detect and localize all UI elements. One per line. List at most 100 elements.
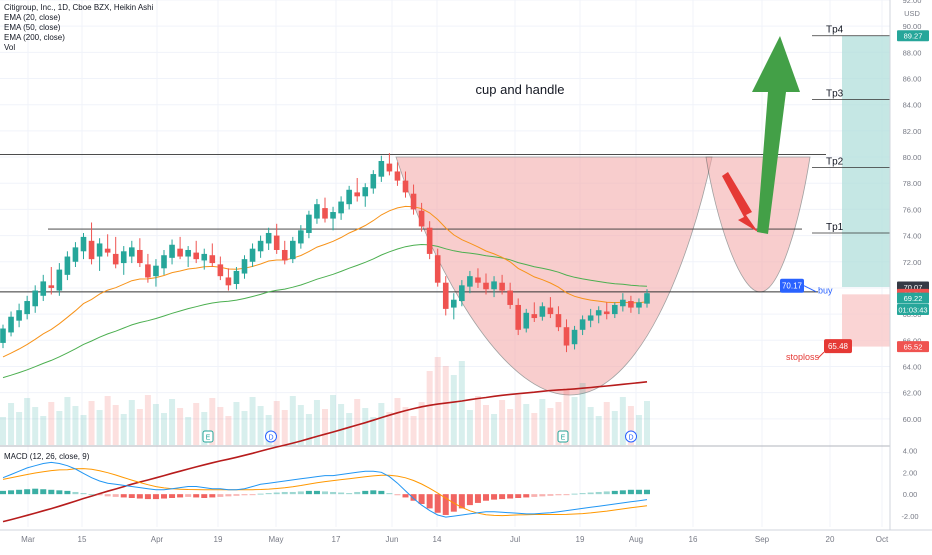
candle-body: [306, 214, 312, 233]
candle: [80, 232, 87, 260]
price-tick-label: 82.00: [903, 127, 922, 136]
macd-tick-label: -2.00: [901, 512, 918, 521]
red-arrow: [722, 172, 758, 232]
candle-body: [563, 327, 570, 346]
candle: [459, 280, 465, 307]
macd-histogram-bar: [193, 494, 200, 498]
candle: [539, 302, 546, 321]
ema50-legend[interactable]: EMA (50, close): [4, 23, 61, 32]
earnings-marker-letter: E: [561, 435, 566, 442]
candle: [410, 184, 417, 215]
symbol-title[interactable]: Citigroup, Inc., 1D, Cboe BZX, Heikin As…: [4, 3, 154, 12]
volume-bar: [507, 409, 514, 445]
volume-bar: [80, 415, 87, 445]
ema20-legend[interactable]: EMA (20, close): [4, 13, 61, 22]
volume-bar: [313, 400, 320, 445]
volume-bar: [177, 408, 184, 445]
candle: [386, 153, 393, 176]
volume-bar: [499, 400, 506, 445]
candle: [249, 243, 256, 267]
candle: [72, 242, 79, 267]
macd-histogram-bar: [644, 489, 650, 495]
candle: [547, 297, 554, 319]
macd-histogram-bar: [201, 494, 208, 498]
volume-bar: [370, 417, 377, 445]
time-tick-label: May: [268, 535, 283, 544]
candle: [451, 293, 457, 320]
volume-bar: [289, 396, 296, 445]
price-tick-label: 88.00: [903, 48, 922, 57]
macd-tick-label: 2.00: [903, 468, 918, 477]
buy-label: buy: [818, 286, 833, 296]
volume-legend[interactable]: Vol: [4, 43, 16, 52]
macd-histogram-bar: [0, 490, 6, 495]
macd-histogram-bar: [547, 494, 554, 496]
macd-tick-label: 0.00: [903, 490, 918, 499]
volume-bar: [249, 397, 256, 445]
macd-histogram-bar: [442, 494, 449, 515]
price-badge: [897, 341, 929, 353]
macd-histogram-bar: [426, 494, 433, 509]
volume-bar: [297, 405, 304, 445]
macd-histogram-bar: [587, 492, 594, 495]
price-tick-label: 60.00: [903, 415, 922, 424]
volume-bar: [8, 403, 15, 445]
target-label: Tp1: [826, 222, 844, 233]
candle-body: [314, 204, 320, 219]
candle-body: [402, 180, 409, 193]
candle-body: [571, 329, 578, 345]
candle-body: [177, 248, 183, 257]
candle: [628, 295, 634, 313]
candle: [32, 285, 38, 313]
stoploss-badge: [824, 339, 852, 354]
ema200-legend[interactable]: EMA (200, close): [4, 33, 65, 42]
price-badge-label: 70.07: [904, 283, 923, 292]
candle: [177, 236, 183, 260]
time-tick-label: Apr: [151, 535, 164, 544]
candle: [185, 246, 191, 267]
price-axis: 92.00 90.00 88.00 86.00 84.00 82.00 80.00 78.00…: [897, 0, 929, 424]
price-tick-label: 92.00: [903, 0, 922, 5]
candle: [483, 273, 489, 295]
volume-bar: [547, 408, 554, 445]
candle: [322, 197, 328, 223]
candle-body: [620, 299, 626, 307]
candle: [603, 302, 610, 320]
volume-bar: [330, 395, 337, 445]
candle-body: [24, 301, 30, 315]
candle-body: [475, 277, 481, 283]
candles: [0, 153, 650, 353]
macd-histogram-bar: [313, 490, 320, 495]
macd-histogram-bar: [515, 494, 522, 498]
price-tick-label: 76.00: [903, 205, 922, 214]
candle: [273, 223, 280, 254]
stop-zone: [842, 294, 890, 347]
macd-histogram-bar: [281, 491, 288, 495]
macd-histogram-bar: [273, 492, 280, 495]
candle: [499, 274, 505, 295]
candle-body: [217, 264, 224, 277]
macd-histogram-bar: [56, 490, 63, 495]
candle-body: [467, 276, 473, 287]
macd-histogram-bar: [112, 494, 119, 497]
candle: [233, 267, 240, 290]
candle-body: [612, 304, 618, 315]
macd-histogram-bar: [474, 494, 481, 503]
time-tick-label: Sep: [755, 535, 770, 544]
macd-histogram-bar: [394, 494, 401, 496]
volume-bar: [354, 399, 361, 445]
macd-legend[interactable]: MACD (12, 26, close, 9): [4, 452, 90, 461]
earnings-marker: E: [557, 430, 569, 443]
volume-bar: [410, 416, 417, 445]
macd-histogram-bar: [305, 490, 312, 495]
macd-histogram-bar: [354, 491, 361, 495]
candle: [418, 202, 425, 232]
price-badge-label: 65.52: [904, 343, 923, 352]
dividend-marker-circle: [265, 430, 277, 443]
candle: [612, 302, 618, 319]
candle-body: [354, 192, 360, 197]
macd-histogram-bar: [458, 494, 465, 509]
candle: [104, 234, 111, 257]
buy-pointer: [803, 285, 817, 293]
price-badge: [897, 30, 929, 42]
